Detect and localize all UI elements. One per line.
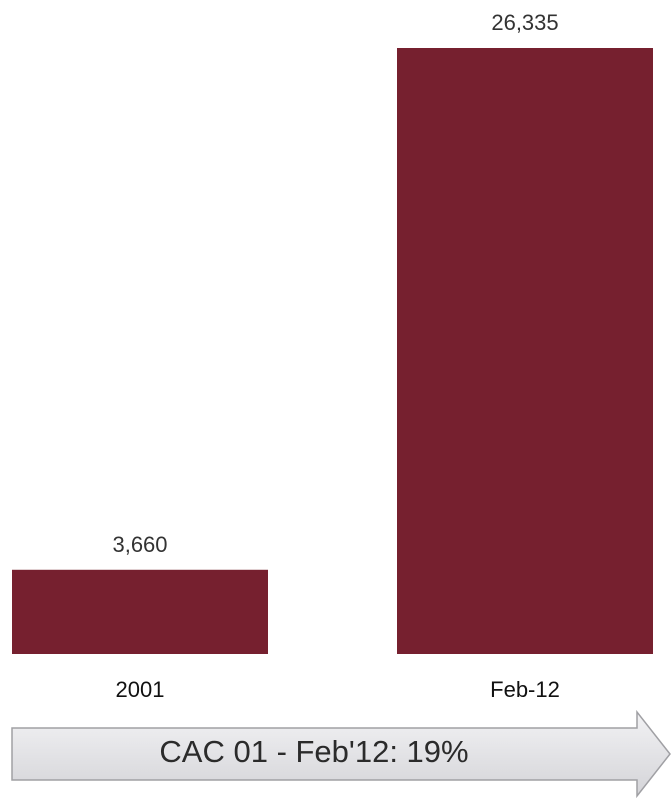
bar-chart: 3,660 2001 26,335 Feb-12: [12, 10, 653, 700]
arrow-shape: [11, 709, 671, 798]
category-label-2001: 2001: [116, 677, 165, 700]
value-label-2001: 3,660: [112, 532, 167, 557]
category-label-feb-12: Feb-12: [490, 677, 560, 700]
cagr-label: CAC 01 - Feb'12: 19%: [159, 734, 469, 769]
chart-svg: 3,660 2001 26,335 Feb-12: [12, 10, 653, 700]
cagr-arrow: [11, 709, 671, 798]
bar-2001: [12, 569, 268, 654]
bar-feb-12: [397, 48, 653, 654]
value-label-feb-12: 26,335: [491, 10, 558, 35]
